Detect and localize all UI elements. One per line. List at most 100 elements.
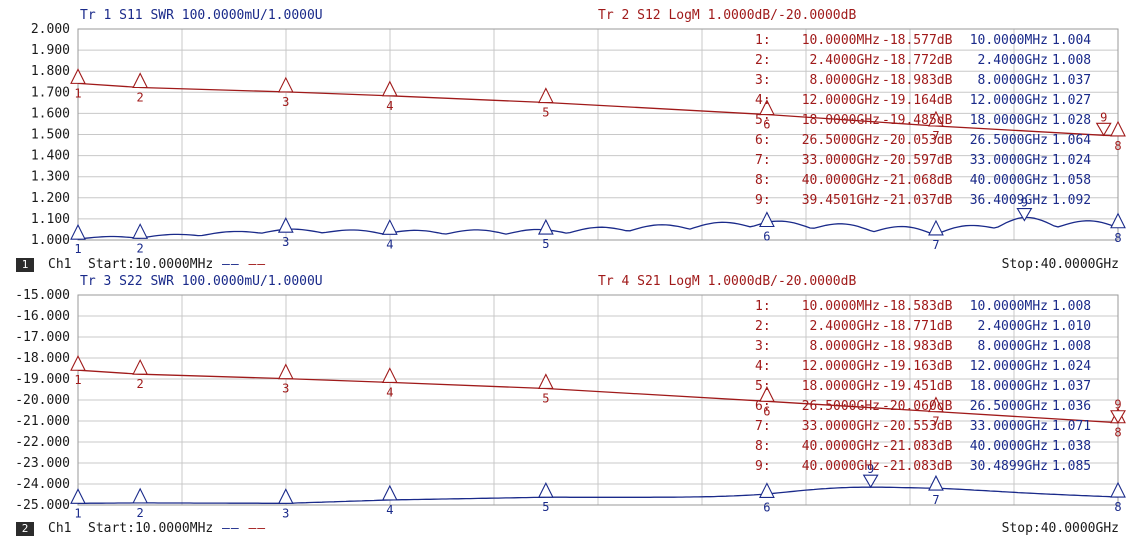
lower-chart-footer: 2 Ch1 Start:10.0000MHz —— —— Stop:40.000… <box>0 521 1127 537</box>
marker-label: 8 <box>1114 500 1121 514</box>
marker-row-red-value: -18.772dB <box>882 53 953 68</box>
channel-label: Ch1 <box>48 257 72 272</box>
marker-triangle <box>537 373 554 390</box>
y-tick-label: -19.000 <box>15 372 70 387</box>
marker-row-red-value: -21.037dB <box>882 193 953 208</box>
marker-row-blue-value: 1.092 <box>1052 193 1091 208</box>
marker-row-blue-value: 1.038 <box>1052 439 1091 454</box>
y-tick-label: 1.700 <box>31 85 70 100</box>
y-tick-label: 1.200 <box>31 191 70 206</box>
marker-triangle <box>1110 120 1126 137</box>
marker-row-blue-frequency: 33.0000GHz <box>970 419 1048 434</box>
stop-frequency-label: Stop:40.0000GHz <box>1001 257 1119 272</box>
marker-row-blue-frequency: 8.0000GHz <box>978 339 1048 354</box>
marker-row-blue-value: 1.064 <box>1052 133 1091 148</box>
marker-row-red-value: -18.771dB <box>882 319 953 334</box>
y-tick-label: -22.000 <box>15 435 70 450</box>
trace-legend: —— —— <box>222 257 266 272</box>
marker-row-id: 4: <box>755 93 771 108</box>
series-line-s22-swr <box>78 486 1119 504</box>
marker-label: 1 <box>74 242 81 256</box>
marker-row-id: 1: <box>755 299 771 314</box>
marker-triangle <box>928 110 944 127</box>
marker-row-red-frequency: 18.0000GHz <box>802 379 880 394</box>
marker-row-blue-frequency: 12.0000GHz <box>970 93 1048 108</box>
marker-row-red-frequency: 2.4000GHz <box>810 53 880 68</box>
marker-triangle <box>862 474 879 489</box>
y-tick-label: -16.000 <box>15 309 70 324</box>
series-line-s21-logm <box>77 369 1119 424</box>
marker-triangle <box>277 363 294 380</box>
marker-triangle <box>1110 481 1126 498</box>
marker-row-id: 2: <box>755 53 771 68</box>
marker-triangle <box>1110 212 1126 229</box>
marker-label: 3 <box>282 235 289 249</box>
marker-row-red-frequency: 8.0000GHz <box>810 73 880 88</box>
marker-row-red-frequency: 2.4000GHz <box>810 319 880 334</box>
marker-row-red-value: -21.083dB <box>882 439 953 454</box>
legend-red-line: —— <box>248 521 267 536</box>
lower-chart-svg: -15.000 -16.000 -17.000 -18.000 -19.000 -20.0… <box>15 274 1126 520</box>
marker-row-red-frequency: 40.0000GHz <box>802 439 880 454</box>
marker-triangle <box>537 87 554 104</box>
marker-row-id: 6: <box>755 399 771 414</box>
trace-legend: —— —— <box>222 521 266 536</box>
marker-row-red-frequency: 12.0000GHz <box>802 359 880 374</box>
trace-header: Tr 3 S22 SWR 100.0000mU/1.0000U <box>80 274 323 289</box>
marker-label: 9 <box>1021 196 1028 210</box>
lower-chart-panel: -15.000 -16.000 -17.000 -18.000 -19.000 -20.0… <box>0 273 1127 530</box>
marker-label: 1 <box>74 506 81 520</box>
y-tick-label: 1.900 <box>31 43 70 58</box>
marker-triangle <box>70 488 86 504</box>
marker-row-blue-value: 1.008 <box>1052 53 1091 68</box>
marker-label: 7 <box>932 415 939 429</box>
channel-badge[interactable]: 2 <box>16 522 34 536</box>
marker-label: 2 <box>137 506 144 520</box>
marker-row-red-value: -19.163dB <box>882 359 953 374</box>
channel-badge[interactable]: 1 <box>16 258 34 272</box>
marker-label: 8 <box>1114 231 1121 245</box>
y-tick-label: 1.500 <box>31 128 70 143</box>
marker-row-red-frequency: 26.5000GHz <box>802 133 880 148</box>
marker-row-red-value: -20.060dB <box>882 399 953 414</box>
upper-chart-svg: 2.000 1.900 1.800 1.700 1.600 1.500 1.400 1.300… <box>31 8 1126 256</box>
marker-label: 4 <box>386 385 393 399</box>
marker-row-blue-value: 1.071 <box>1052 419 1091 434</box>
marker-label: 7 <box>932 129 939 143</box>
marker-row-red-value: -20.553dB <box>882 419 953 434</box>
marker-triangle <box>381 219 398 235</box>
y-tick-label: -25.000 <box>15 498 70 513</box>
start-frequency-label: Start:10.0000MHz <box>88 257 214 272</box>
marker-triangle <box>759 99 775 116</box>
marker-row-id: 5: <box>755 379 771 394</box>
marker-label: 8 <box>1114 426 1121 440</box>
marker-row-red-value: -20.597dB <box>882 153 953 168</box>
marker-label: 4 <box>386 503 393 517</box>
marker-label: 6 <box>763 118 770 132</box>
marker-row-blue-frequency: 26.5000GHz <box>970 399 1048 414</box>
marker-triangle <box>132 358 149 375</box>
marker-row-blue-frequency: 10.0000MHz <box>970 299 1048 314</box>
marker-row-red-value: -21.068dB <box>882 173 953 188</box>
marker-row-red-value: -19.485dB <box>882 113 953 128</box>
marker-row-blue-value: 1.027 <box>1052 93 1091 108</box>
channel-label: Ch1 <box>48 521 72 536</box>
marker-triangle <box>132 487 149 504</box>
marker-label: 2 <box>137 90 144 104</box>
marker-label: 5 <box>542 500 549 514</box>
marker-triangle <box>1016 208 1033 222</box>
y-tick-label: 1.400 <box>31 149 70 164</box>
marker-row-blue-frequency: 40.0000GHz <box>970 173 1048 188</box>
marker-row-blue-value: 1.058 <box>1052 173 1091 188</box>
marker-row-blue-frequency: 12.0000GHz <box>970 359 1048 374</box>
marker-row-blue-frequency: 2.4000GHz <box>978 53 1048 68</box>
series-line-s11-swr <box>77 216 1119 240</box>
marker-row-id: 3: <box>755 73 771 88</box>
marker-row-blue-frequency: 40.0000GHz <box>970 439 1048 454</box>
marker-triangle <box>759 211 775 228</box>
marker-row-id: 3: <box>755 339 771 354</box>
marker-row-blue-frequency: 2.4000GHz <box>978 319 1048 334</box>
marker-row-red-value: -21.083dB <box>882 459 953 474</box>
y-tick-label: 1.300 <box>31 170 70 185</box>
marker-label: 9 <box>867 462 874 476</box>
